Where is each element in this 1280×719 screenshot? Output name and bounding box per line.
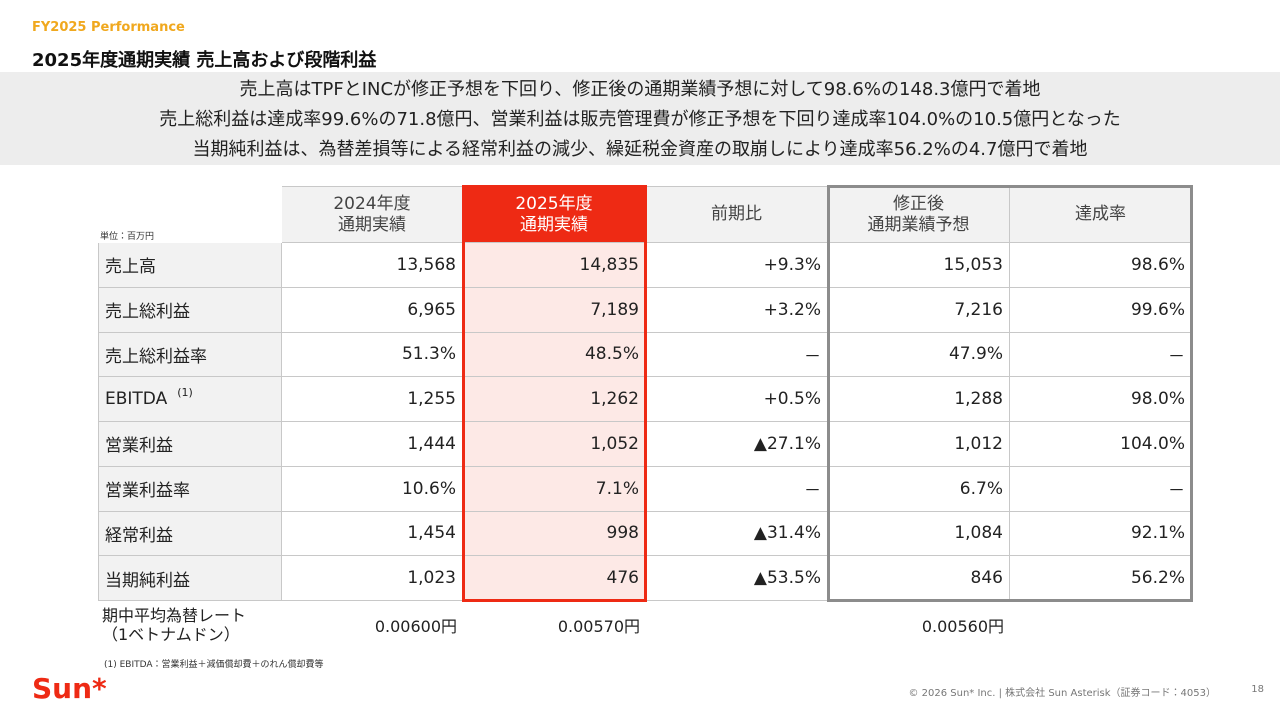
row-label-text: 売上高	[105, 257, 156, 278]
row-label: 当期純利益	[98, 556, 282, 601]
slide-title: 2025年度通期実績 売上高および段階利益	[32, 50, 377, 71]
fx-value: 0.00570円	[557, 617, 640, 636]
table-cell: 10.6%	[282, 466, 463, 512]
table-cell: 51.3%	[282, 332, 463, 378]
row-label: 営業利益率	[98, 466, 282, 512]
column-header: 修正後 通期業績予想	[828, 186, 1010, 243]
copyright: © 2026 Sun* Inc. | 株式会社 Sun Asterisk（証券コ…	[908, 688, 1216, 699]
table-cell: +0.5%	[646, 377, 828, 422]
table-cell: 1,052	[463, 422, 646, 467]
column-header: 前期比	[646, 186, 828, 243]
row-label-text: EBITDA	[105, 389, 168, 410]
row-label-text: 当期純利益	[105, 570, 190, 591]
table-cell: 6.7%	[828, 466, 1010, 512]
fx-value: 0.00560円	[921, 617, 1004, 636]
table-cell: 13,568	[282, 243, 463, 288]
unit-label: 単位：百万円	[100, 232, 155, 242]
eyebrow: FY2025 Performance	[32, 20, 185, 35]
highlight-frame	[462, 185, 647, 602]
row-label-text: 経常利益	[105, 525, 173, 546]
table-cell: +3.2%	[646, 287, 828, 333]
fx-label: 期中平均為替レート （1ベトナムドン）	[102, 606, 247, 644]
page-number: 18	[1251, 684, 1264, 695]
row-label: 売上総利益	[98, 287, 282, 333]
column-header: 達成率	[1010, 186, 1192, 243]
logo: Sun*	[32, 672, 107, 705]
table-cell: +9.3%	[646, 243, 828, 288]
table-cell: ▲53.5%	[646, 556, 828, 601]
table-cell: 15,053	[828, 243, 1010, 288]
table-cell: 1,012	[828, 422, 1010, 467]
table-cell: 1,084	[828, 511, 1010, 557]
table-cell: 1,262	[463, 377, 646, 422]
table-cell: ▲31.4%	[646, 511, 828, 557]
table-cell: 1,454	[282, 511, 463, 557]
table-cell: －	[646, 466, 828, 512]
fx-value: 0.00600円	[374, 617, 457, 636]
row-label-text: 営業利益	[105, 436, 173, 457]
column-header: 2025年度 通期実績	[463, 186, 646, 243]
table-cell: 47.9%	[828, 332, 1010, 378]
forecast-frame	[827, 185, 1193, 602]
table-cell: 476	[463, 556, 646, 601]
column-header: 2024年度 通期実績	[282, 186, 463, 243]
footnote-ref: (1)	[177, 385, 193, 399]
row-label: 売上総利益率	[98, 332, 282, 378]
summary-line: 売上総利益は達成率99.6%の71.8億円、営業利益は販売管理費が修正予想を下回…	[159, 109, 1121, 130]
table-cell: 7,216	[828, 287, 1010, 333]
table-cell: 1,255	[282, 377, 463, 422]
summary-line: 売上高はTPFとINCが修正予想を下回り、修正後の通期業績予想に対して98.6%…	[239, 79, 1041, 100]
table-cell: 7,189	[463, 287, 646, 333]
table-cell: 1,444	[282, 422, 463, 467]
table-cell: －	[646, 332, 828, 378]
table-cell: ▲27.1%	[646, 422, 828, 467]
row-label: 営業利益	[98, 422, 282, 467]
row-label-text: 売上総利益	[105, 302, 190, 323]
table-cell: 1,023	[282, 556, 463, 601]
summary-line: 当期純利益は、為替差損等による経常利益の減少、繰延税金資産の取崩しにより達成率5…	[192, 139, 1088, 160]
table-cell: 48.5%	[463, 332, 646, 378]
row-label-text: 営業利益率	[105, 481, 190, 502]
row-label: 経常利益	[98, 511, 282, 557]
row-label-text: 売上総利益率	[105, 346, 207, 367]
row-label: EBITDA (1)	[98, 377, 282, 422]
summary-box: 売上高はTPFとINCが修正予想を下回り、修正後の通期業績予想に対して98.6%…	[0, 72, 1280, 165]
table-cell: 1,288	[828, 377, 1010, 422]
footnote: (1) EBITDA：営業利益＋減価償却費＋のれん償却費等	[104, 660, 324, 670]
table-cell: 7.1%	[463, 466, 646, 512]
row-label: 売上高	[98, 243, 282, 288]
table-cell: 6,965	[282, 287, 463, 333]
table-cell: 14,835	[463, 243, 646, 288]
